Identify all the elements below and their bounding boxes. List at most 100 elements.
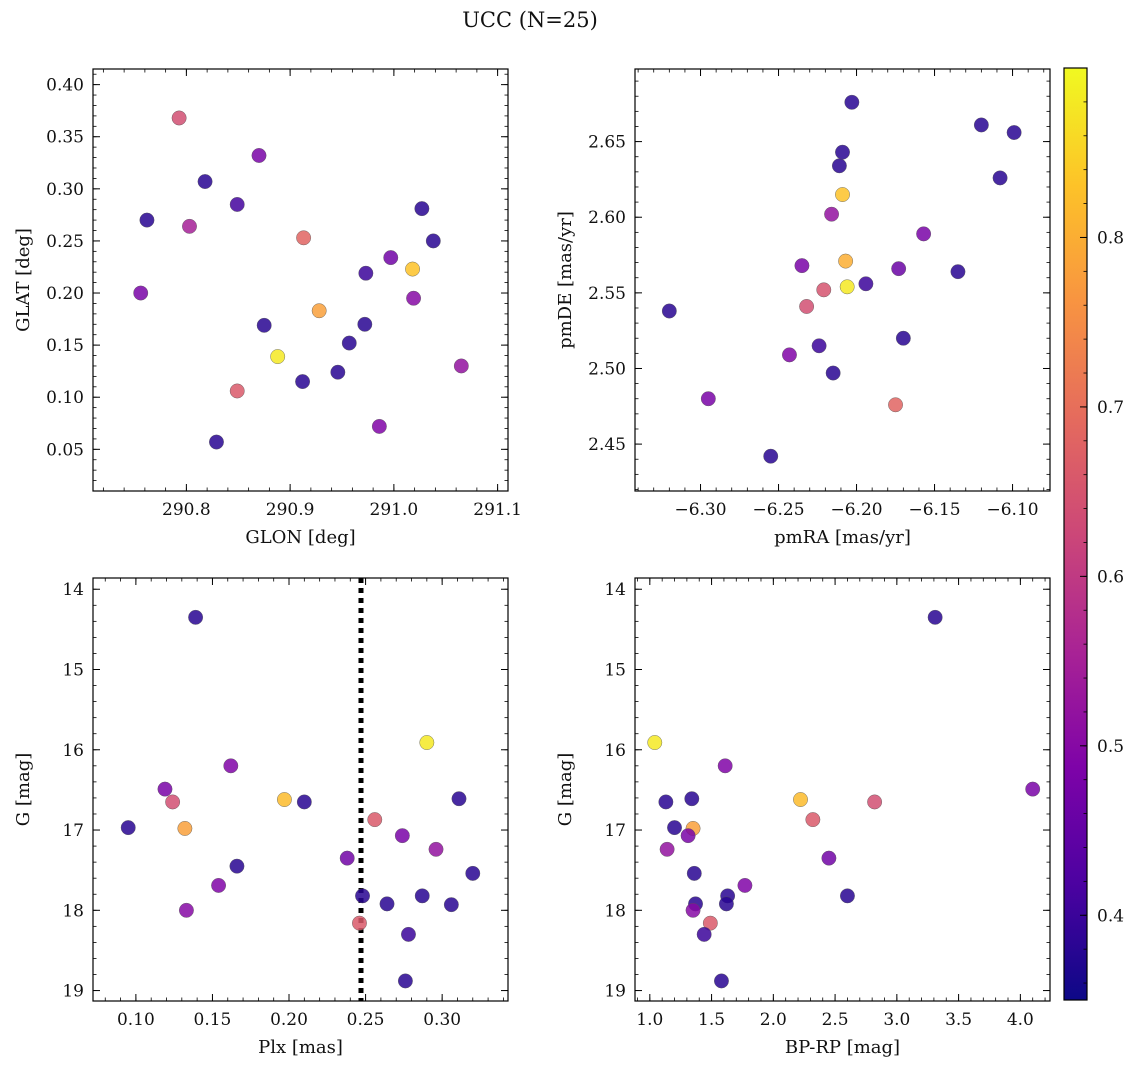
y-tick-label: 0.15 — [46, 336, 84, 356]
panel-glon-glat: 290.8 290.9 291.0 291.1 0.05 0.10 0.15 0.20 0.25… — [13, 68, 522, 548]
data-point — [821, 850, 837, 866]
axes-frame — [92, 68, 509, 492]
x-tick-label: −6.15 — [908, 500, 960, 520]
y-tick-label: 2.60 — [588, 208, 626, 228]
x-tick-label: 4.0 — [1007, 1010, 1034, 1030]
panel-pmra-pmde: −6.30 −6.25 −6.20 −6.15 −6.10 2.45 2.50 2.55 2.6… — [555, 68, 1051, 548]
data-point — [825, 365, 841, 381]
data-point — [425, 233, 441, 249]
data-point — [379, 896, 395, 912]
x-tick-label: 1.0 — [636, 1010, 663, 1030]
data-point — [717, 758, 733, 774]
x-tick-label: 1.5 — [698, 1010, 725, 1030]
y-tick-label: 0.25 — [46, 232, 84, 252]
data-point — [888, 397, 903, 413]
data-point — [811, 338, 827, 354]
data-point — [251, 148, 267, 163]
data-point — [465, 865, 481, 881]
data-point — [793, 792, 808, 807]
x-axis-label: GLON [deg] — [245, 527, 355, 548]
y-axis-label: G [mag] — [13, 753, 34, 826]
y-tick-label: 0.05 — [46, 440, 84, 460]
data-point — [139, 212, 155, 228]
data-point — [794, 258, 810, 274]
data-point — [443, 897, 459, 913]
y-tick-label: 16 — [604, 741, 626, 761]
data-point — [157, 781, 173, 797]
data-point — [950, 264, 966, 280]
data-point — [165, 794, 181, 810]
x-tick-label: −6.30 — [674, 500, 726, 520]
y-axis-label: pmDE [mas/yr] — [555, 211, 576, 349]
data-point — [188, 609, 204, 625]
data-point — [658, 794, 674, 810]
data-point — [355, 888, 370, 904]
figure-title: UCC (N=25) — [462, 8, 598, 32]
panel-bprp-g: 1.0 1.5 2.0 2.5 3.0 3.5 4.0 14 15 16 17 18 19 BP-RP [… — [555, 577, 1051, 1058]
x-tick-label: 0.30 — [423, 1010, 461, 1030]
y-tick-label: 2.55 — [588, 284, 626, 304]
data-point — [296, 230, 312, 246]
x-tick-label: 291.0 — [370, 500, 419, 520]
y-axis-label: G [mag] — [555, 753, 576, 826]
x-tick-label: −6.20 — [830, 500, 882, 520]
data-point — [661, 303, 677, 319]
data-point — [696, 926, 712, 942]
data-point — [406, 290, 421, 306]
y-tick-label: 0.35 — [46, 128, 84, 148]
data-point — [451, 791, 467, 807]
y-tick-label: 0.30 — [46, 180, 84, 200]
data-point — [835, 144, 850, 160]
colorbar-gradient — [1063, 67, 1088, 1001]
data-point — [295, 374, 310, 389]
x-tick-label: −6.10 — [987, 500, 1039, 520]
data-point — [182, 218, 197, 234]
y-tick-label: 17 — [604, 821, 626, 841]
data-point — [179, 902, 194, 918]
y-tick-label: 18 — [62, 901, 84, 921]
panel-plx-g: 0.10 0.15 0.20 0.25 0.30 14 15 16 17 18 19 Plx [mas… — [13, 577, 509, 1058]
y-tick-label: 0.10 — [46, 388, 84, 408]
data-point — [428, 841, 444, 857]
data-point — [341, 335, 357, 351]
x-tick-label: 2.0 — [760, 1010, 787, 1030]
x-axis-label: Plx [mas] — [258, 1037, 343, 1058]
data-point — [223, 758, 239, 774]
data-point — [647, 735, 663, 750]
axes-frame — [92, 577, 509, 1002]
y-axis-label: GLAT [deg] — [13, 228, 34, 332]
x-tick-label: 2.5 — [822, 1010, 849, 1030]
data-point — [277, 792, 292, 807]
y-tick-label: 16 — [62, 741, 84, 761]
data-point — [659, 841, 675, 857]
data-point — [782, 347, 797, 363]
colorbar-tick-label: 0.7 — [1097, 398, 1124, 418]
data-point — [973, 117, 989, 133]
y-tick-label: 14 — [62, 580, 84, 600]
data-point — [840, 888, 855, 904]
data-point — [405, 261, 420, 277]
data-point — [383, 250, 399, 265]
data-point — [700, 391, 716, 407]
x-axis-label: pmRA [mas/yr] — [774, 527, 911, 548]
y-tick-label: 15 — [604, 661, 626, 681]
y-tick-label: 2.65 — [588, 133, 626, 153]
data-point — [858, 276, 874, 292]
data-point — [352, 915, 367, 931]
colorbar-tick-label: 0.5 — [1097, 737, 1124, 757]
data-point — [133, 285, 149, 301]
data-point — [718, 896, 734, 912]
data-point — [197, 174, 213, 189]
data-point — [229, 383, 245, 399]
data-point — [419, 735, 435, 750]
data-point — [799, 299, 815, 314]
data-point — [339, 850, 355, 866]
data-point — [835, 187, 850, 202]
colorbar: 0.4 0.5 0.6 0.7 0.8 — [1063, 67, 1124, 1001]
data-point — [209, 434, 224, 450]
x-tick-label: 290.8 — [162, 500, 211, 520]
data-point — [211, 878, 226, 893]
y-tick-label: 15 — [62, 661, 84, 681]
data-point — [401, 926, 416, 942]
